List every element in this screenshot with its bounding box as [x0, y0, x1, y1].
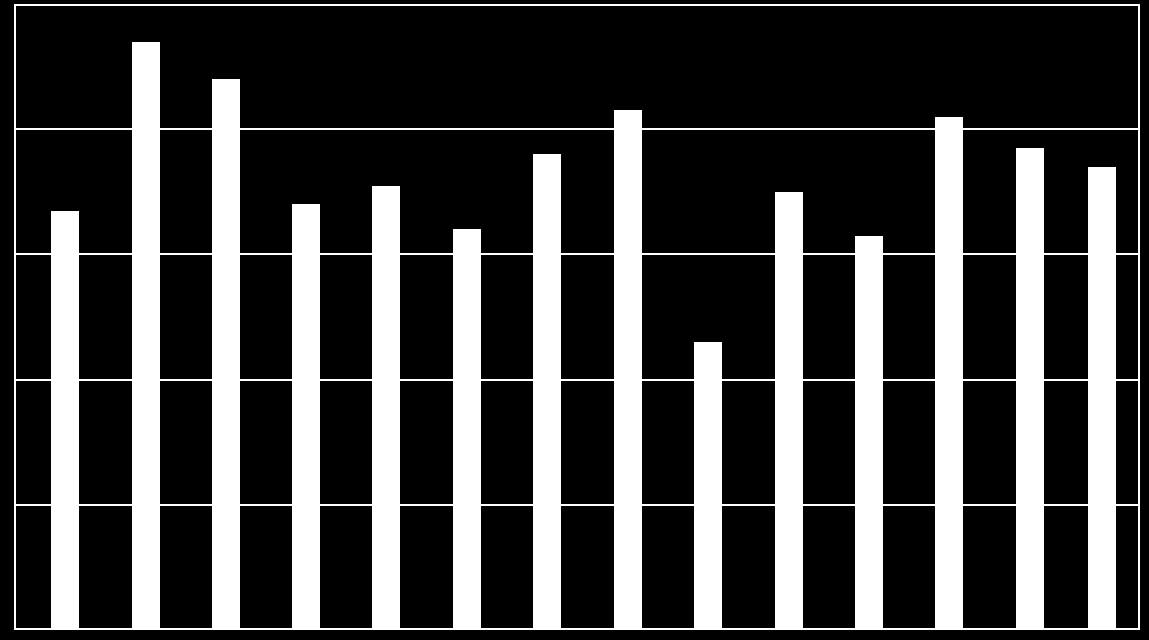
bar — [694, 342, 722, 630]
bar — [132, 42, 160, 630]
bar — [855, 236, 883, 630]
plot-area — [14, 4, 1140, 630]
bar — [1016, 148, 1044, 630]
bar — [212, 79, 240, 630]
bar-chart — [0, 0, 1149, 640]
bar — [1088, 167, 1116, 630]
bar — [453, 229, 481, 630]
bar — [614, 110, 642, 630]
bars-group — [14, 4, 1140, 630]
bar — [372, 186, 400, 630]
bar — [533, 154, 561, 630]
bar — [292, 204, 320, 630]
bar — [51, 211, 79, 630]
bar — [935, 117, 963, 630]
bar — [775, 192, 803, 630]
